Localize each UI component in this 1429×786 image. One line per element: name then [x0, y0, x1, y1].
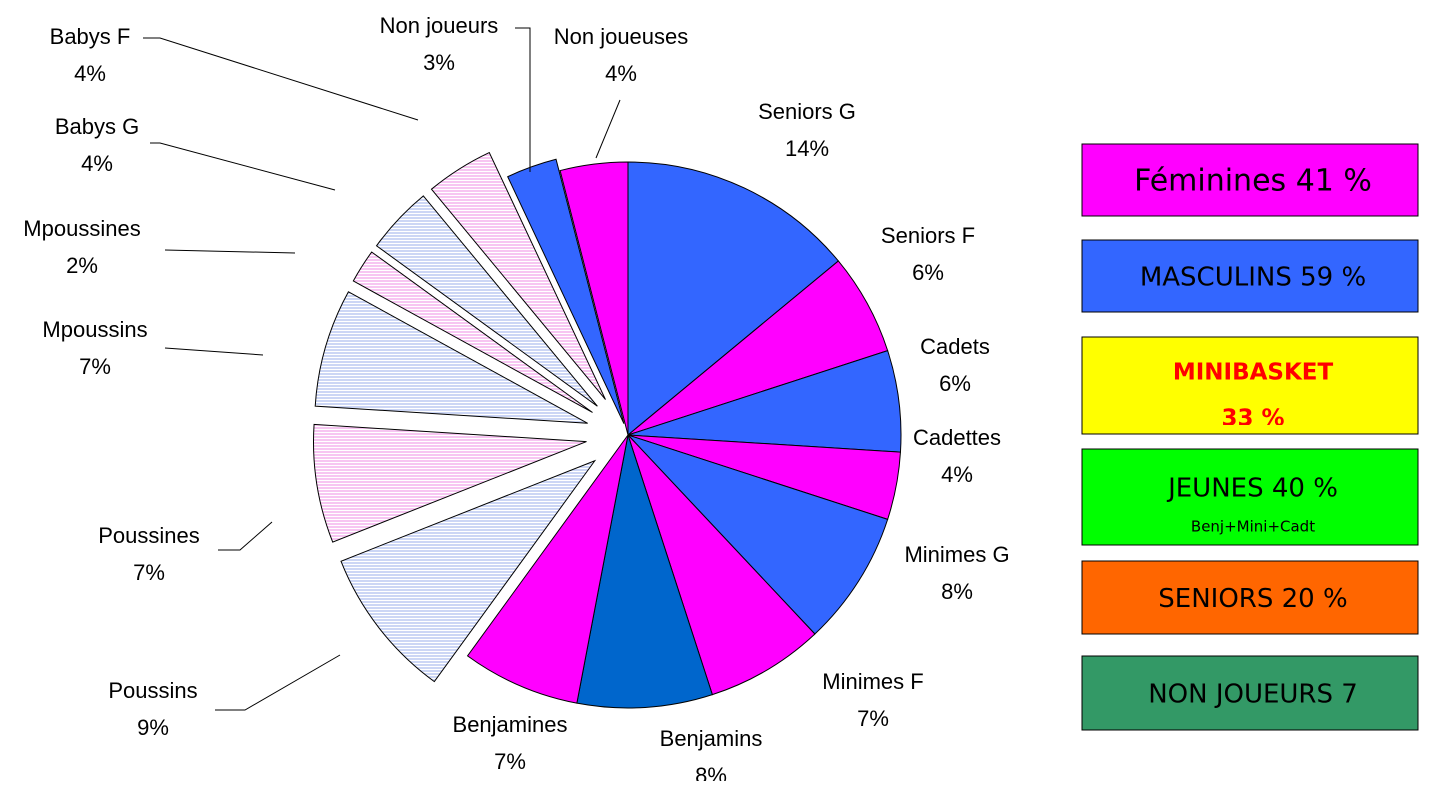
slice-value-label: 7%	[133, 560, 165, 585]
leader-line	[515, 27, 531, 172]
slice-value-label: 14%	[785, 136, 829, 161]
leader-line	[218, 521, 273, 551]
slice-value-label: 2%	[66, 253, 98, 278]
leader-line	[215, 654, 341, 711]
legend-box: NON JOUEURS 7	[1081, 655, 1419, 731]
slice	[313, 423, 587, 543]
slice-label: Benjamins	[660, 726, 763, 751]
slice-label: Babys G	[55, 114, 139, 139]
box-background	[1081, 655, 1419, 731]
slice-label: Mpoussines	[23, 216, 140, 241]
leader-line	[164, 347, 264, 356]
pie	[313, 151, 902, 709]
leader-line	[595, 99, 621, 159]
slice	[430, 151, 606, 400]
slice-label: Cadettes	[913, 425, 1001, 450]
slice-label: Benjamines	[453, 712, 568, 737]
slice	[340, 459, 597, 683]
box-text2: 33 %	[1221, 406, 1284, 432]
slice	[576, 434, 713, 709]
slice	[314, 291, 588, 424]
slice	[375, 195, 598, 407]
labels: Seniors G 14% Seniors F 6% Cadets 6% Cadettes 4…	[23, 13, 1009, 786]
legend-box: SENIORS 20 %	[1081, 560, 1419, 635]
slice-label: Non joueurs	[380, 13, 499, 38]
leader-line	[143, 37, 419, 121]
box-text2: Benj+Mini+Cadt	[1191, 518, 1315, 536]
slice-label: Non joueuses	[554, 24, 689, 49]
slice-label: Mpoussins	[42, 317, 147, 342]
slice-label: Seniors F	[881, 223, 975, 248]
slice-label: Minimes F	[822, 669, 923, 694]
slice-value-label: 7%	[79, 354, 111, 379]
slice-label: Babys F	[50, 24, 131, 49]
leader-line	[164, 249, 296, 254]
box-text: Féminines 41 %	[1134, 164, 1372, 199]
legend-box: Féminines 41 %	[1081, 143, 1419, 217]
slice	[627, 161, 840, 437]
box-text: MASCULINS 59 %	[1140, 263, 1366, 293]
legend-box: MASCULINS 59 %	[1081, 239, 1419, 313]
slice-value-label: 8%	[941, 579, 973, 604]
slice-value-label: 7%	[494, 749, 526, 774]
slice	[507, 158, 625, 424]
box-text: SENIORS 20 %	[1158, 584, 1347, 614]
box-text: JEUNES 40 %	[1166, 474, 1338, 504]
slice	[559, 161, 629, 436]
slice-value-label: 6%	[939, 371, 971, 396]
slice	[352, 251, 593, 413]
slice-label: Minimes G	[904, 542, 1009, 567]
slice-label: Cadets	[920, 334, 990, 359]
slice-label: Poussins	[108, 678, 197, 703]
slice	[466, 434, 629, 704]
box-background	[1081, 143, 1419, 217]
box-text: NON JOUEURS 7	[1148, 680, 1358, 710]
slice-value-label: 7%	[857, 706, 889, 731]
slice-value-label: 4%	[941, 462, 973, 487]
slice-value-label: 4%	[74, 61, 106, 86]
slice-value-label: 6%	[912, 260, 944, 285]
slice-value-label: 4%	[81, 151, 113, 176]
slice	[627, 434, 816, 696]
slice-label: Poussines	[98, 523, 200, 548]
slice-label: Seniors G	[758, 99, 856, 124]
slice-value-label: 4%	[605, 61, 637, 86]
legend-box: JEUNES 40 % Benj+Mini+Cadt	[1081, 448, 1419, 546]
slice	[627, 434, 889, 635]
box-background	[1081, 560, 1419, 635]
leader-line	[150, 142, 336, 191]
legend-box: MINIBASKET 33 %	[1081, 336, 1419, 435]
slice-value-label: 3%	[423, 50, 455, 75]
box-background	[1081, 448, 1419, 546]
slice-value-label: 9%	[137, 715, 169, 740]
box-background	[1081, 239, 1419, 313]
slice-value-label: 8%	[695, 763, 727, 781]
legend-boxes: Féminines 41 % MASCULINS 59 % MINIBASKET 33…	[1081, 143, 1419, 731]
box-text: MINIBASKET	[1173, 360, 1334, 386]
box-background	[1081, 336, 1419, 435]
